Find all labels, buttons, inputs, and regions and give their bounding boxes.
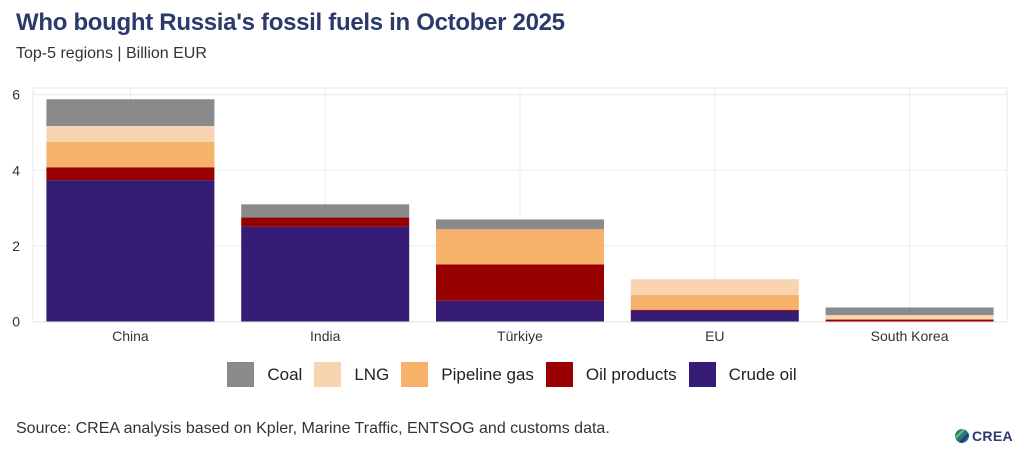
bar-segment-oil-products[interactable] bbox=[241, 217, 410, 227]
chart-subtitle: Top-5 regions | Billion EUR bbox=[16, 45, 207, 62]
bar-segment-crude-oil[interactable] bbox=[630, 310, 799, 322]
legend-swatch-coal bbox=[227, 362, 255, 387]
legend-swatch-pipeline-gas bbox=[401, 362, 429, 387]
bar-segment-coal[interactable] bbox=[46, 99, 215, 127]
legend-item-lng[interactable]: LNG bbox=[314, 362, 389, 387]
bar-segment-lng[interactable] bbox=[630, 279, 799, 296]
bar-segment-crude-oil[interactable] bbox=[46, 180, 215, 322]
legend-swatch-oil-products bbox=[545, 362, 573, 387]
legend-item-coal[interactable]: Coal bbox=[227, 362, 302, 387]
legend-label-oil-products: Oil products bbox=[585, 364, 677, 384]
bar-stack-t-rkiye[interactable] bbox=[436, 219, 604, 322]
y-tick-label: 0 bbox=[12, 314, 20, 330]
bar-segment-lng[interactable] bbox=[46, 126, 215, 142]
crea-logo[interactable]: CREA bbox=[955, 428, 1013, 444]
legend-item-crude-oil[interactable]: Crude oil bbox=[688, 362, 797, 387]
legend-label-lng: LNG bbox=[354, 364, 390, 384]
legend-swatch-crude-oil bbox=[688, 362, 716, 387]
crea-logo-text: CREA bbox=[972, 428, 1013, 444]
bar-segment-coal[interactable] bbox=[241, 204, 410, 218]
bar-segment-coal[interactable] bbox=[436, 219, 604, 230]
x-tick-label: South Korea bbox=[871, 328, 949, 344]
legend-label-crude-oil: Crude oil bbox=[728, 364, 797, 384]
x-tick-label: India bbox=[310, 328, 341, 344]
legend-item-pipeline-gas[interactable]: Pipeline gas bbox=[401, 362, 534, 387]
bar-segment-pipeline-gas[interactable] bbox=[46, 141, 215, 168]
bar-stack-india[interactable] bbox=[241, 204, 410, 322]
legend-item-oil-products[interactable]: Oil products bbox=[545, 362, 677, 387]
bar-stack-south-korea[interactable] bbox=[825, 307, 994, 322]
y-tick-label: 4 bbox=[12, 162, 20, 178]
bar-segment-pipeline-gas[interactable] bbox=[630, 295, 799, 310]
stacked-bar-chart: 0 2 4 6 China India Türkiye EU South Korea bbox=[12, 87, 1008, 344]
bar-stack-eu[interactable] bbox=[630, 279, 799, 322]
bar-segment-oil-products[interactable] bbox=[825, 319, 994, 322]
legend-label-coal: Coal bbox=[267, 364, 303, 384]
bar-segment-oil-products[interactable] bbox=[630, 309, 799, 311]
bar-segment-oil-products[interactable] bbox=[46, 167, 215, 181]
legend-label-pipeline-gas: Pipeline gas bbox=[441, 364, 534, 384]
bars-layer bbox=[46, 99, 994, 322]
bar-segment-pipeline-gas[interactable] bbox=[436, 229, 604, 265]
legend: Coal LNG Pipeline gas Oil products Crude… bbox=[0, 362, 1024, 387]
x-tick-label: EU bbox=[705, 328, 724, 344]
x-tick-label: Türkiye bbox=[497, 328, 543, 344]
bar-segment-coal[interactable] bbox=[825, 307, 994, 316]
x-tick-label: China bbox=[112, 328, 149, 344]
axis-layer: 0 2 4 6 China India Türkiye EU South Korea bbox=[12, 87, 949, 344]
bar-segment-lng[interactable] bbox=[825, 315, 994, 319]
bar-segment-crude-oil[interactable] bbox=[436, 300, 604, 322]
bar-segment-crude-oil[interactable] bbox=[241, 226, 410, 322]
y-tick-label: 6 bbox=[12, 87, 20, 103]
y-tick-label: 2 bbox=[12, 238, 20, 254]
bar-segment-oil-products[interactable] bbox=[436, 264, 604, 301]
crea-logo-icon bbox=[955, 429, 969, 443]
bar-segment-pipeline-gas[interactable] bbox=[825, 318, 994, 320]
source-note: Source: CREA analysis based on Kpler, Ma… bbox=[16, 420, 610, 437]
legend-swatch-lng bbox=[314, 362, 342, 387]
bar-stack-china[interactable] bbox=[46, 99, 215, 322]
chart-title: Who bought Russia's fossil fuels in Octo… bbox=[16, 9, 565, 36]
